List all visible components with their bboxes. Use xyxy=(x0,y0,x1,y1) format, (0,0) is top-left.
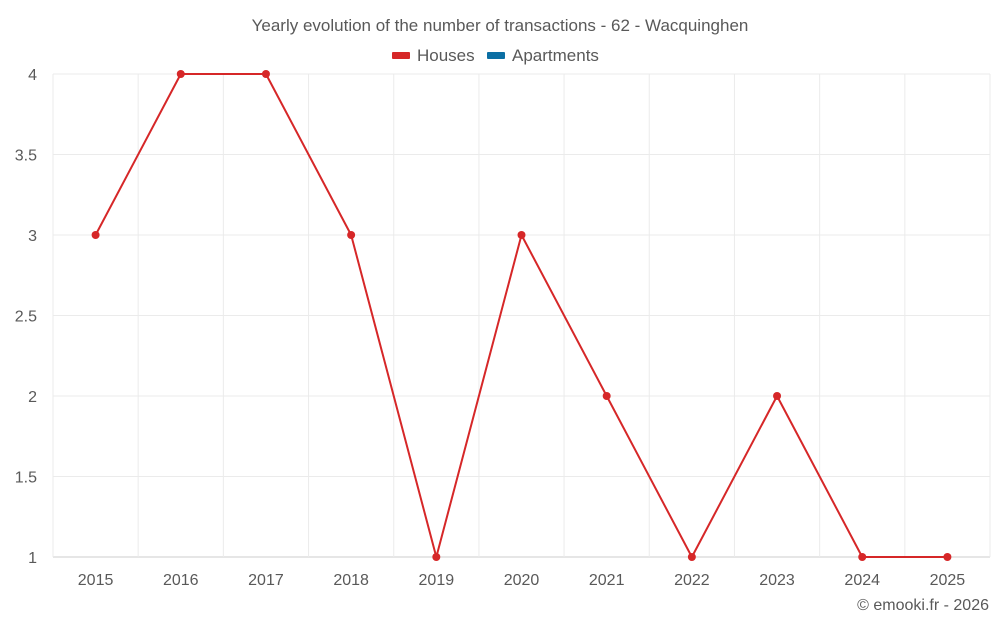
chart-title: Yearly evolution of the number of transa… xyxy=(252,16,749,35)
credit-text: © emooki.fr - 2026 xyxy=(857,597,989,614)
y-tick-label: 2 xyxy=(28,389,37,406)
x-tick-label: 2025 xyxy=(930,572,966,589)
data-point-houses[interactable] xyxy=(773,392,782,400)
data-point-houses[interactable] xyxy=(91,231,100,239)
data-point-houses[interactable] xyxy=(943,553,952,561)
data-point-houses[interactable] xyxy=(858,553,867,561)
legend-label-houses[interactable]: Houses xyxy=(417,46,475,65)
legend: Houses Apartments xyxy=(392,46,599,65)
y-tick-label: 2.5 xyxy=(15,309,37,326)
y-tick-label: 3.5 xyxy=(15,148,37,165)
grid xyxy=(52,73,991,558)
y-tick-label: 3 xyxy=(28,228,37,245)
plot-area xyxy=(91,70,952,561)
x-axis: 2015 2016 2017 2018 2019 2020 2021 2022 2023 2024… xyxy=(78,572,966,589)
x-tick-label: 2019 xyxy=(419,572,455,589)
y-tick-label: 1 xyxy=(28,550,37,567)
x-tick-label: 2018 xyxy=(333,572,369,589)
x-tick-label: 2017 xyxy=(248,572,284,589)
y-tick-label: 4 xyxy=(28,67,37,84)
x-tick-label: 2022 xyxy=(674,572,710,589)
data-point-houses[interactable] xyxy=(517,231,526,239)
data-point-houses[interactable] xyxy=(687,553,696,561)
x-tick-label: 2016 xyxy=(163,572,199,589)
x-tick-label: 2021 xyxy=(589,572,625,589)
x-tick-label: 2020 xyxy=(504,572,540,589)
legend-label-apartments[interactable]: Apartments xyxy=(512,46,599,65)
data-point-houses[interactable] xyxy=(261,70,270,78)
x-tick-label: 2015 xyxy=(78,572,114,589)
y-tick-label: 1.5 xyxy=(15,470,37,487)
x-tick-label: 2024 xyxy=(844,572,880,589)
data-point-houses[interactable] xyxy=(176,70,185,78)
data-point-houses[interactable] xyxy=(347,231,356,239)
data-point-houses[interactable] xyxy=(432,553,441,561)
x-tick-label: 2023 xyxy=(759,572,795,589)
data-point-houses[interactable] xyxy=(602,392,611,400)
y-axis: 1 1.5 2 2.5 3 3.5 4 xyxy=(15,67,37,567)
legend-swatch-apartments xyxy=(487,52,505,59)
legend-swatch-houses xyxy=(392,52,410,59)
